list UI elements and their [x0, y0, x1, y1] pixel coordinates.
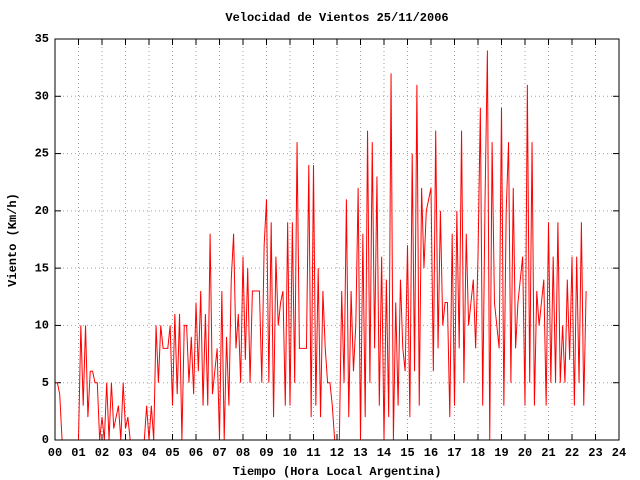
x-tick-label: 23	[588, 446, 602, 460]
x-tick-label: 08	[236, 446, 250, 460]
x-tick-label: 20	[518, 446, 532, 460]
x-tick-label: 16	[424, 446, 438, 460]
x-tick-label: 21	[541, 446, 555, 460]
x-tick-label: 00	[48, 446, 62, 460]
x-tick-label: 14	[377, 446, 391, 460]
plot-border	[54, 38, 620, 441]
y-tick-label: 30	[35, 89, 49, 103]
y-tick-label: 25	[35, 147, 49, 161]
x-tick-label: 07	[212, 446, 226, 460]
x-tick-label: 12	[330, 446, 344, 460]
x-tick-label: 15	[400, 446, 414, 460]
x-axis-label: Tiempo (Hora Local Argentina)	[233, 465, 442, 479]
x-tick-label: 01	[71, 446, 85, 460]
x-tick-label: 24	[612, 446, 626, 460]
data-line	[55, 50, 587, 441]
x-tick-label: 05	[165, 446, 179, 460]
y-tick-label: 35	[35, 32, 49, 46]
x-tick-label: 11	[306, 446, 320, 460]
y-tick-label: 5	[42, 376, 49, 390]
x-tick-label: 04	[142, 446, 156, 460]
y-tick-label: 10	[35, 319, 49, 333]
x-tick-label: 06	[189, 446, 203, 460]
x-tick-label: 13	[353, 446, 367, 460]
x-tick-label: 09	[259, 446, 273, 460]
y-tick-label: 0	[42, 433, 49, 447]
x-tick-label: 17	[447, 446, 461, 460]
x-tick-label: 18	[471, 446, 485, 460]
y-axis-label: Viento (Km/h)	[6, 193, 20, 287]
chart-title: Velocidad de Vientos 25/11/2006	[225, 11, 448, 25]
x-tick-label: 10	[283, 446, 297, 460]
y-tick-label: 15	[35, 261, 49, 275]
x-tick-label: 22	[565, 446, 579, 460]
x-tick-label: 19	[494, 446, 508, 460]
x-tick-label: 02	[95, 446, 109, 460]
y-tick-label: 20	[35, 204, 49, 218]
x-tick-label: 03	[118, 446, 132, 460]
